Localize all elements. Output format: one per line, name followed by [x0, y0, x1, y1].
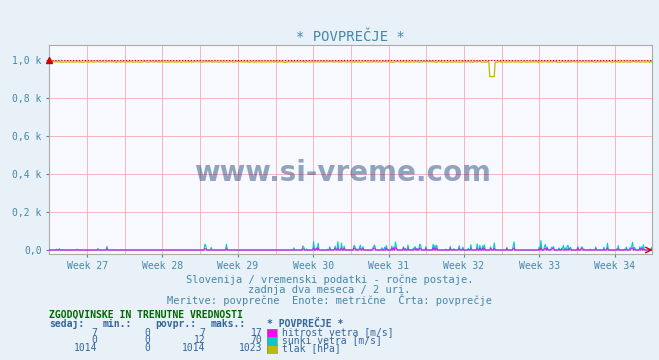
- Text: maks.:: maks.:: [211, 319, 246, 329]
- Text: sedaj:: sedaj:: [49, 318, 84, 329]
- Text: sunki vetra [m/s]: sunki vetra [m/s]: [282, 336, 382, 346]
- Text: Slovenija / vremenski podatki - ročne postaje.: Slovenija / vremenski podatki - ročne po…: [186, 274, 473, 285]
- Text: ZGODOVINSKE IN TRENUTNE VREDNOSTI: ZGODOVINSKE IN TRENUTNE VREDNOSTI: [49, 310, 243, 320]
- Text: min.:: min.:: [102, 319, 132, 329]
- Text: 1014: 1014: [182, 343, 206, 354]
- Text: 0: 0: [144, 328, 150, 338]
- Text: 70: 70: [250, 336, 262, 346]
- Text: 1023: 1023: [239, 343, 262, 354]
- Text: 7: 7: [200, 328, 206, 338]
- Text: 7: 7: [92, 328, 98, 338]
- Text: tlak [hPa]: tlak [hPa]: [282, 343, 341, 354]
- Title: * POVPREČJE *: * POVPREČJE *: [297, 30, 405, 44]
- Text: 0: 0: [92, 336, 98, 346]
- Text: * POVPREČJE *: * POVPREČJE *: [267, 319, 343, 329]
- Text: zadnja dva meseca / 2 uri.: zadnja dva meseca / 2 uri.: [248, 285, 411, 296]
- Text: 17: 17: [250, 328, 262, 338]
- Text: Meritve: povprečne  Enote: metrične  Črta: povprečje: Meritve: povprečne Enote: metrične Črta:…: [167, 294, 492, 306]
- Text: 0: 0: [144, 343, 150, 354]
- Text: 1014: 1014: [74, 343, 98, 354]
- Text: 12: 12: [194, 336, 206, 346]
- Text: 0: 0: [144, 336, 150, 346]
- Text: povpr.:: povpr.:: [155, 319, 196, 329]
- Text: hitrost vetra [m/s]: hitrost vetra [m/s]: [282, 328, 393, 338]
- Text: www.si-vreme.com: www.si-vreme.com: [194, 159, 491, 187]
